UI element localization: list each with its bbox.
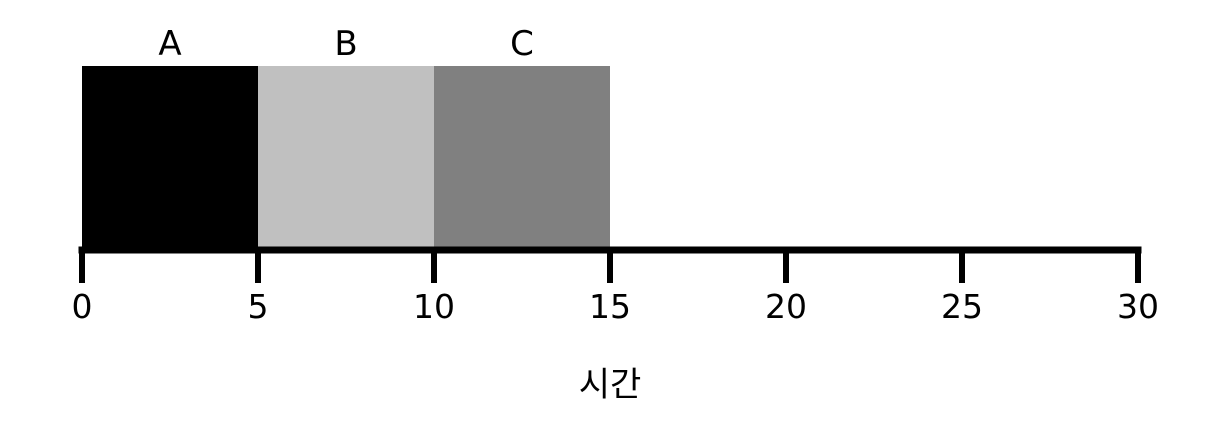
x-tick-label-15: 15 bbox=[589, 287, 631, 326]
x-tick-label-0: 0 bbox=[72, 287, 93, 326]
bar-segment-c bbox=[434, 66, 610, 249]
x-axis-ticks bbox=[79, 250, 1141, 283]
x-tick-label-5: 5 bbox=[248, 287, 269, 326]
bar-segment-a bbox=[82, 66, 258, 249]
segment-label-b: B bbox=[334, 24, 357, 64]
x-axis-title: 시간 bbox=[579, 365, 642, 405]
x-axis-tick-labels: 0 5 10 15 20 25 30 bbox=[72, 287, 1160, 326]
x-tick-label-20: 20 bbox=[765, 287, 807, 326]
bar-segment-b bbox=[258, 66, 434, 249]
segment-label-a: A bbox=[158, 24, 181, 64]
x-tick-label-30: 30 bbox=[1117, 287, 1159, 326]
segment-label-c: C bbox=[510, 24, 534, 64]
segment-labels: A B C bbox=[158, 24, 534, 64]
bar-segments bbox=[82, 66, 610, 249]
x-tick-label-25: 25 bbox=[941, 287, 983, 326]
x-tick-label-10: 10 bbox=[413, 287, 455, 326]
